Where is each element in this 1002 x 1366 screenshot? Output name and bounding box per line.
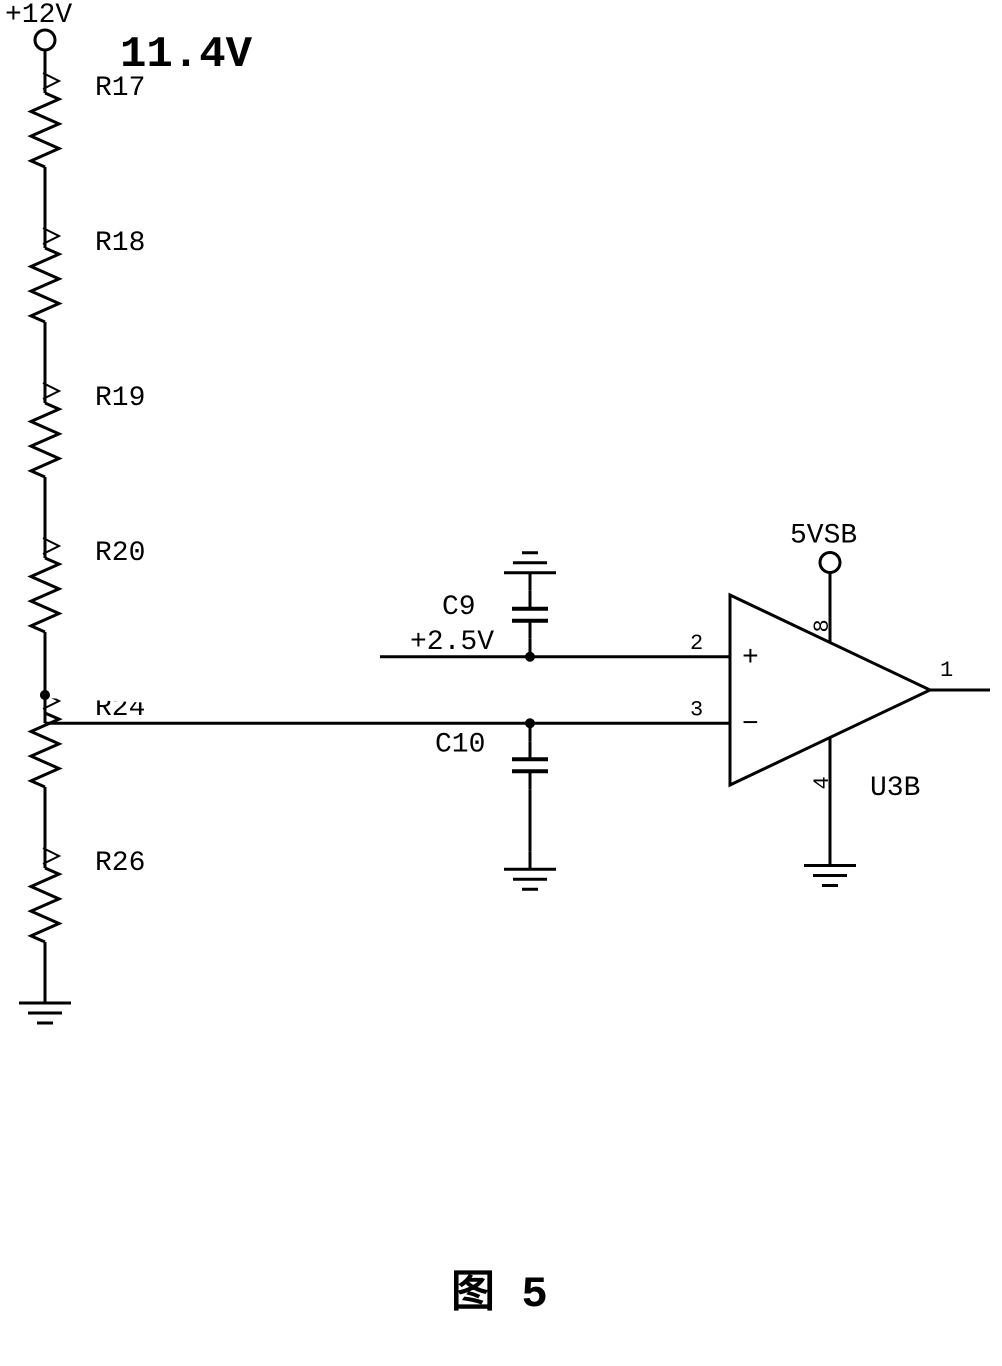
resistor-r19	[31, 383, 59, 495]
resistor-r18-label: R18	[95, 228, 145, 259]
resistor-r19-label: R19	[95, 383, 145, 414]
capacitor-c9	[512, 591, 548, 639]
opamp-vcc-terminal	[820, 553, 840, 573]
opamp-vcc-net-label: 5VSB	[790, 521, 857, 552]
resistor-r20-label: R20	[95, 538, 145, 569]
opamp-ground	[804, 848, 856, 886]
resistor-r20	[31, 538, 59, 650]
opamp-pin3-label: 3	[690, 697, 703, 722]
supply-12v-label: +12V	[5, 0, 72, 31]
ground-c10	[504, 851, 556, 889]
capacitor-c10-label: C10	[435, 729, 485, 760]
capacitor-c9-label: C9	[442, 592, 476, 623]
resistor-r26	[31, 848, 59, 960]
resistor-r17-label: R17	[95, 73, 145, 104]
opamp-plus: +	[742, 643, 759, 674]
resistor-r18	[31, 228, 59, 340]
opamp-pin8-label: 8	[810, 619, 835, 632]
opamp-pin2-label: 2	[690, 631, 703, 656]
resistor-r17	[31, 73, 59, 185]
opamp-ref-label: U3B	[870, 773, 920, 804]
opamp-pin1-label: 1	[940, 658, 953, 683]
ground-resistor-chain	[19, 985, 71, 1023]
capacitor-c10	[512, 741, 548, 789]
figure-caption: 图 5	[451, 1269, 548, 1320]
opamp-pin4-label: 4	[810, 776, 835, 789]
vref-label: +2.5V	[410, 627, 494, 658]
opamp-minus: −	[742, 709, 759, 740]
ground-c9	[504, 553, 556, 591]
supply-12v-terminal	[35, 30, 55, 50]
resistor-r26-label: R26	[95, 848, 145, 879]
